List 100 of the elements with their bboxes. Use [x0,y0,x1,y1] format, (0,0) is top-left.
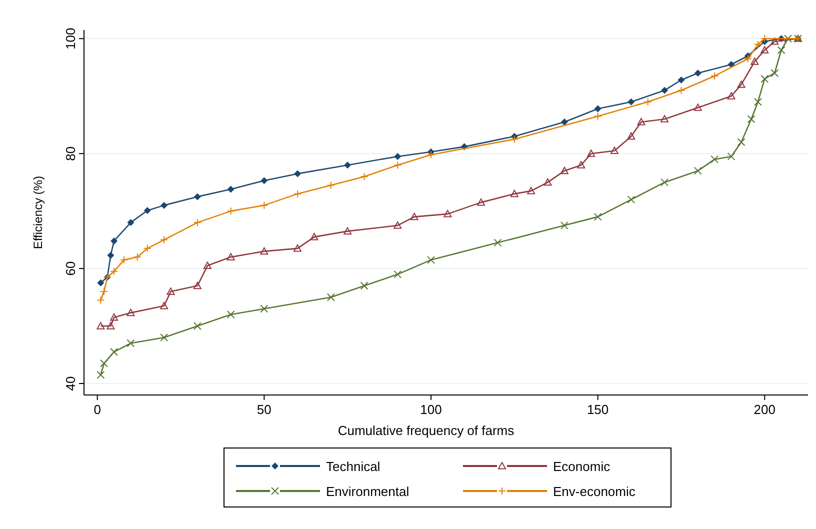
point [166,288,175,295]
point [100,359,108,368]
x-tick-label: 0 [94,402,101,417]
x-tick-label: 50 [256,402,272,417]
point [110,267,118,276]
point [260,177,268,184]
point [227,186,234,193]
point [510,135,518,144]
point [544,178,552,186]
y-axis-title: Efficiency (%) [31,176,45,250]
y-tick-label: 80 [63,146,78,161]
point [637,118,646,126]
point [744,54,752,63]
point [194,193,201,200]
point [110,348,118,356]
legend-label: Env-economic [553,484,636,499]
point [96,322,105,330]
point [660,178,669,186]
point [694,166,702,175]
x-tick-label: 150 [586,402,609,417]
point [560,221,568,230]
point [777,46,786,54]
point [628,98,635,106]
point [710,155,719,164]
point [160,202,168,209]
point [394,161,402,170]
point [577,161,586,168]
legend-label: Environmental [326,484,410,499]
point [326,181,335,190]
point [310,232,318,240]
point [527,186,536,194]
point [97,279,104,286]
point [394,270,402,278]
point [747,115,756,124]
point [677,86,686,94]
point [226,310,235,319]
point [410,212,418,220]
point [737,80,746,88]
point [326,293,335,302]
point [627,132,636,140]
point [294,170,302,178]
point [770,37,779,45]
point [494,238,502,247]
x-tick-label: 100 [420,402,442,417]
point [344,162,352,169]
point [344,227,352,234]
point [754,98,762,106]
legend-label: Technical [326,459,380,474]
point [760,46,769,54]
x-tick-label: 200 [754,402,776,417]
point [560,166,568,174]
point [360,172,368,181]
point [587,150,596,157]
point [226,207,235,216]
legend-label: Economic [553,459,611,474]
point [106,322,115,330]
point [127,219,134,226]
point [594,112,602,120]
point [627,196,636,204]
point [96,296,105,304]
point [294,190,302,198]
point [193,218,202,227]
point [193,322,202,330]
point [710,72,719,80]
point [203,262,212,269]
point [444,210,452,218]
point [160,334,168,342]
point [193,282,202,290]
point [260,247,268,255]
point [226,253,235,260]
point [110,237,118,244]
point [660,115,669,122]
point [426,150,435,159]
point [360,282,368,290]
point [760,74,769,83]
point [644,98,652,106]
point [594,105,602,112]
point [107,252,114,259]
point [770,69,779,78]
point [610,146,618,154]
point [143,244,152,252]
point [110,313,118,321]
point [727,152,736,160]
point [727,92,736,100]
point [126,308,135,316]
point [160,236,168,244]
point [594,212,602,221]
point [144,206,151,214]
point [477,198,486,206]
point [754,40,762,48]
point [100,288,108,296]
y-tick-label: 100 [63,28,78,50]
point [760,34,769,43]
point [784,34,792,43]
point [394,221,402,229]
point [294,244,302,252]
point [737,138,746,146]
point [694,104,702,111]
point [260,201,268,210]
point [661,86,668,94]
